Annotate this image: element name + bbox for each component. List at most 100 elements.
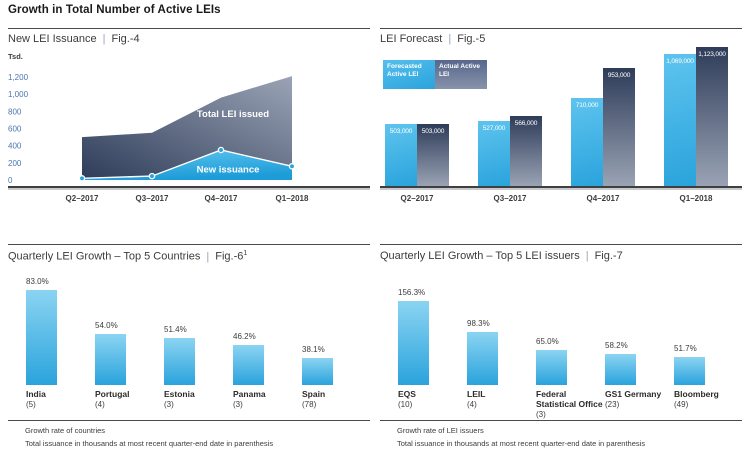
fig5-bar-value-label: 1,123,000 [698,51,726,58]
fig6-bar [95,334,126,385]
legend-actual-active-lei: Actual Active LEI [435,60,487,89]
fig7-item-label: EQS (10) [398,389,486,409]
fig4-area-chart: 1,200 1,000 800 600 400 200 0 Total LEI issued N… [8,73,296,184]
fig4-new-issuance-line [81,149,293,179]
divider-bottom-right [380,420,742,421]
fig4-y-axis-tick: 600 [8,125,22,134]
fig4-data-point-marker [148,172,156,180]
fig5-fig-label: Fig.-5 [457,33,486,45]
fig6-item-label: Portugal (4) [95,389,183,409]
fig6-item-label: India (5) [26,389,114,409]
left-column: New LEI Issuance | Fig.-4 Tsd. 1,200 1,000 8… [8,0,370,457]
fig7-percent-label: 156.3% [398,288,426,297]
fig5-x-axis-line [380,186,742,190]
fig6-bar [164,338,195,385]
fig4-y-axis-tick: 0 [8,176,13,184]
fig7-item-count: (3) [536,410,546,420]
fig7-footnote-line2: Total issuance in thousands at most rece… [397,439,646,448]
fig5-forecast-bar: 527,000 [478,121,510,186]
fig7-bar [674,357,705,385]
fig4-heading: New LEI Issuance | Fig.-4 [8,33,140,45]
fig4-y-axis-unit: Tsd. [8,52,23,61]
right-column: LEI Forecast | Fig.-5 503,000 503,000 527,00… [380,0,742,457]
fig5-bar-value-label: 953,000 [607,72,631,79]
fig7-bar [536,350,567,385]
fig4-new-issuance-area [82,150,292,180]
fig6-percent-label: 83.0% [26,277,49,286]
fig7-bar [398,301,429,385]
fig5-x-axis-labels: Q2–2017 Q3–2017 Q4–2017 Q1–2018 [380,194,742,206]
fig5-bar-chart: 503,000 503,000 527,000 566,000 710,000 953,0… [380,40,742,186]
fig6-footnote-line2: Total issuance in thousands at most rece… [25,439,274,448]
fig5-bar-value-label: 503,000 [421,128,445,135]
fig7-footnotes: Growth rate of LEI issuers Total issuanc… [397,424,742,450]
fig6-percent-label: 38.1% [302,345,325,354]
fig4-category-label: Q1–2018 [275,194,309,203]
fig7-item-name: GS1 Germany [605,389,662,399]
pipe-separator: | [448,33,452,45]
fig6-item-count: (78) [302,400,317,410]
fig7-bar [605,354,636,385]
page-title: Growth in Total Number of Active LEIs [8,4,221,16]
fig5-bar-value-label: 527,000 [482,125,506,132]
fig6-item-count: (5) [26,400,36,410]
fig6-bar [302,358,333,385]
divider-mid-left [8,244,370,245]
fig6-item-name: Spain [302,389,326,399]
legend-forecast-label: Forecasted Active LEI [387,63,422,79]
fig7-item-name: EQS [398,389,416,399]
fig4-title: New LEI Issuance [8,33,97,45]
fig6-bar-chart: 83.0% 54.0% 51.4% 46.2% 38.1% [8,270,370,385]
fig5-category-label: Q4–2017 [586,194,620,203]
fig6-bar [26,290,57,385]
fig4-category-label: Q2–2017 [65,194,99,203]
divider-top-left [8,28,370,29]
fig4-total-lei-series-label: Total LEI issued [197,109,269,120]
fig6-item-name: India [26,389,46,399]
pipe-separator: | [585,250,589,262]
fig7-item-name: Bloomberg [674,389,719,399]
fig5-heading: LEI Forecast | Fig.-5 [380,33,485,45]
fig5-forecast-bar: 503,000 [385,124,417,186]
fig6-item-count: (3) [233,400,243,410]
fig6-title: Quarterly LEI Growth – Top 5 Countries [8,250,201,263]
fig4-y-axis-tick: 200 [8,159,22,168]
fig4-category-label: Q3–2017 [135,194,169,203]
fig5-category-label: Q3–2017 [493,194,527,203]
fig7-item-name: LEIL [467,389,486,399]
fig5-actual-bar: 503,000 [417,124,449,186]
fig7-item-label: Federal Statistical Office (3) [536,389,624,419]
fig7-item-name: Federal Statistical Office [536,389,603,410]
fig7-percent-label: 58.2% [605,341,628,350]
fig4-y-axis-tick: 800 [8,107,22,116]
fig6-fig-label: Fig.-6 [215,250,244,263]
fig5-forecast-bar: 710,000 [571,98,603,186]
fig7-item-label: GS1 Germany (23) [605,389,693,409]
fig5-category-label: Q1–2018 [679,194,713,203]
fig7-percent-label: 65.0% [536,337,559,346]
divider-bottom-left [8,420,370,421]
fig6-footnote-marker: 1 [243,250,248,257]
fig7-item-count: (4) [467,400,477,410]
fig5-forecast-bar: 1,069,000 [664,54,696,186]
fig4-data-point-marker [217,146,225,154]
fig7-item-label: LEIL (4) [467,389,555,409]
fig6-percent-label: 46.2% [233,332,256,341]
fig5-bar-value-label: 1,069,000 [666,58,694,65]
fig6-footnotes: Growth rate of countries Total issuance … [25,424,370,450]
fig4-y-axis-tick: 1,000 [8,90,29,99]
fig4-y-axis-tick: 1,200 [8,73,29,82]
fig7-bar-chart: 156.3% 98.3% 65.0% 58.2% 51.7% [380,270,742,385]
fig6-item-label: Estonia (3) [164,389,252,409]
fig7-fig-label: Fig.-7 [594,250,623,262]
fig4-data-point-marker [288,163,296,170]
fig6-percent-label: 54.0% [95,321,118,330]
fig6-item-name: Panama [233,389,266,399]
fig7-footnote-line1: Growth rate of LEI issuers [397,426,484,435]
fig5-title: LEI Forecast [380,33,443,45]
fig4-x-axis-line [8,186,370,190]
fig6-item-count: (4) [95,400,105,410]
fig5-bar-value-label: 710,000 [575,102,599,109]
fig5-legend: Forecasted Active LEI Actual Active LEI [383,60,487,89]
fig6-item-name: Estonia [164,389,195,399]
